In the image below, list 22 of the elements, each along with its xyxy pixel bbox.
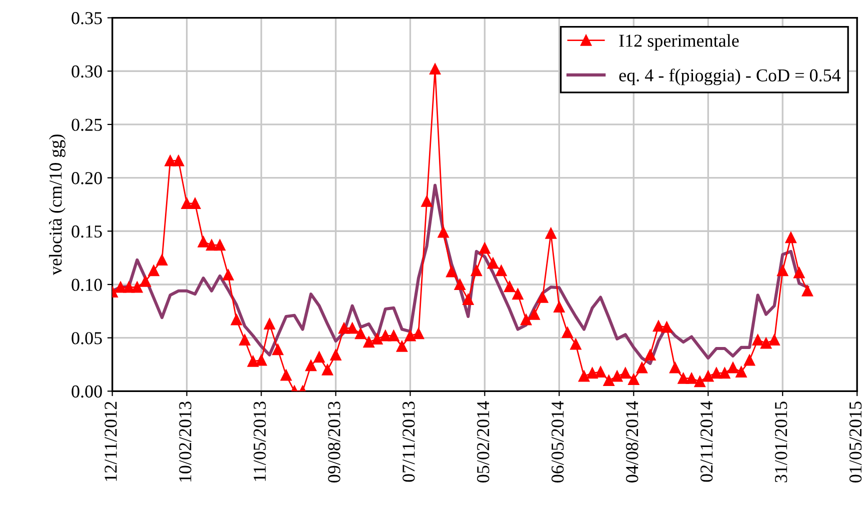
y-tick-label: 0.35 bbox=[72, 12, 102, 24]
x-tick-label: 09/08/2013 bbox=[328, 402, 340, 482]
legend-label: eq. 4 - f(pioggia) - CoD = 0.54 bbox=[619, 68, 841, 86]
x-tick-label: 06/05/2014 bbox=[552, 401, 564, 482]
y-tick-label: 0.00 bbox=[72, 385, 102, 398]
legend-label: I12 sperimentale bbox=[619, 34, 739, 51]
x-tick-label: 11/05/2013 bbox=[254, 402, 266, 481]
y-tick-label: 0.10 bbox=[72, 278, 102, 291]
x-tick-label: 07/11/2013 bbox=[402, 402, 415, 482]
y-tick-label: 0.25 bbox=[72, 118, 102, 131]
y-tick-label: 0.05 bbox=[72, 332, 102, 344]
x-tick-label: 04/08/2014 bbox=[626, 401, 638, 482]
y-tick-label: 0.15 bbox=[72, 225, 102, 238]
x-tick-label: 05/02/2014 bbox=[477, 401, 490, 482]
y-axis-title: velocità (cm/10 gg) bbox=[48, 134, 66, 276]
x-tick-label: 10/02/2013 bbox=[179, 402, 192, 482]
y-tick-label: 0.30 bbox=[72, 65, 102, 78]
x-tick-label: 01/05/2015 bbox=[849, 402, 862, 482]
x-tick-label: 12/11/2012 bbox=[104, 402, 117, 481]
x-tick-label: 31/01/2015 bbox=[774, 402, 788, 482]
y-tick-label: 0.20 bbox=[72, 172, 102, 184]
x-tick-label: 02/11/2014 bbox=[700, 401, 713, 482]
